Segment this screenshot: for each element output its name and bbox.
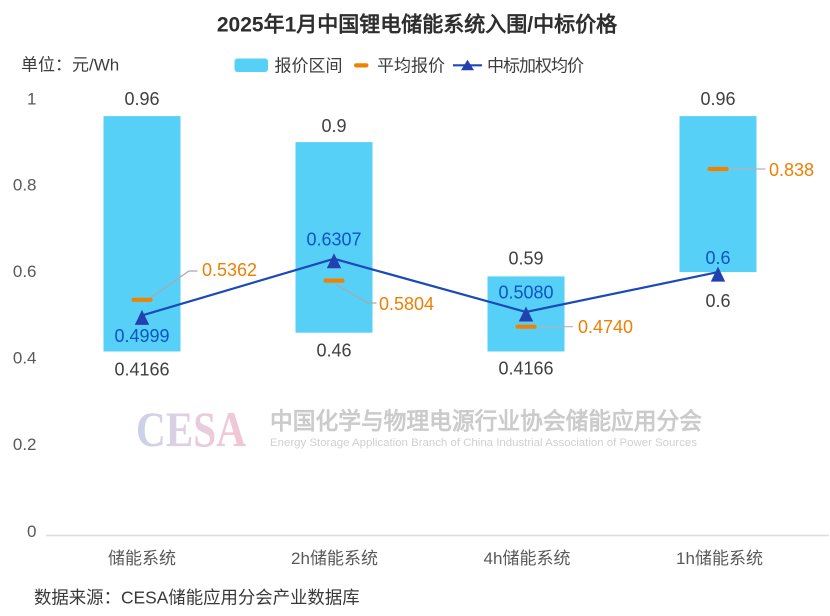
svg-text:CESA: CESA [136,401,246,457]
svg-text:2025年1月中国锂电储能系统入围/中标价格: 2025年1月中国锂电储能系统入围/中标价格 [217,13,618,37]
svg-text:0.59: 0.59 [508,249,543,269]
svg-text:1h储能系统: 1h储能系统 [676,549,763,568]
svg-text:0.96: 0.96 [700,89,735,109]
svg-text:0.838: 0.838 [769,160,814,180]
svg-text:0.96: 0.96 [124,89,159,109]
svg-text:4h储能系统: 4h储能系统 [484,549,571,568]
svg-text:0.4: 0.4 [13,349,37,368]
svg-text:0: 0 [27,522,36,541]
svg-text:报价区间: 报价区间 [275,56,343,75]
svg-text:数据来源：CESA储能应用分会产业数据库: 数据来源：CESA储能应用分会产业数据库 [34,587,360,607]
svg-text:0.6307: 0.6307 [306,229,361,249]
svg-text:0.2: 0.2 [13,435,37,454]
svg-text:中国化学与物理电源行业协会储能应用分会: 中国化学与物理电源行业协会储能应用分会 [270,407,702,434]
svg-text:储能系统: 储能系统 [108,549,176,568]
svg-text:0.46: 0.46 [316,340,351,360]
svg-text:中标加权均价: 中标加权均价 [487,56,584,75]
svg-text:0.4740: 0.4740 [578,317,633,337]
svg-text:0.8: 0.8 [13,175,37,194]
svg-text:0.9: 0.9 [321,116,346,136]
svg-text:0.4166: 0.4166 [498,358,553,378]
svg-text:0.4999: 0.4999 [114,326,169,346]
svg-text:2h储能系统: 2h储能系统 [291,549,378,568]
svg-text:单位：元/Wh: 单位：元/Wh [21,55,119,74]
svg-text:0.5804: 0.5804 [379,294,434,314]
svg-text:平均报价: 平均报价 [377,56,445,75]
svg-text:0.5362: 0.5362 [202,260,257,280]
svg-text:1: 1 [27,90,36,109]
svg-text:0.5080: 0.5080 [498,283,553,303]
svg-text:0.4166: 0.4166 [114,359,169,379]
svg-text:0.6: 0.6 [13,262,37,281]
svg-text:0.6: 0.6 [705,291,730,311]
svg-text:0.6: 0.6 [705,248,730,268]
svg-text:Energy Storage Application Bra: Energy Storage Application Branch of Chi… [270,437,698,449]
